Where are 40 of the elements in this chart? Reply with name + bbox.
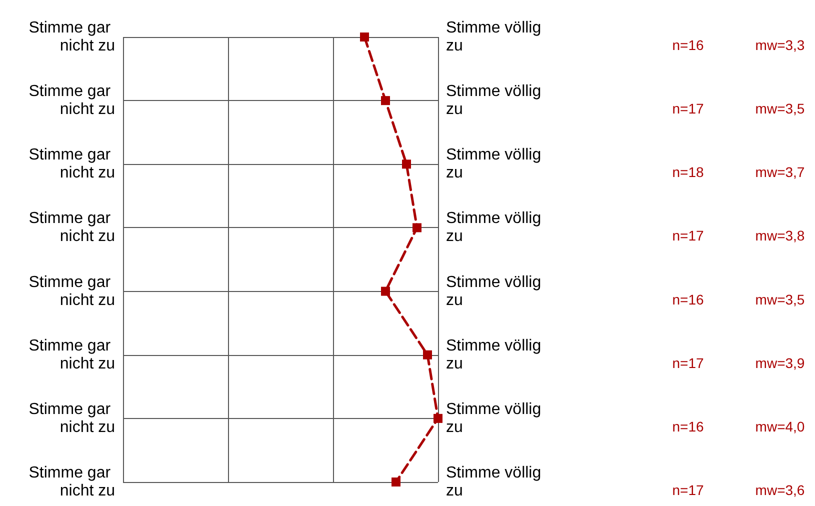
- text: n=17: [672, 100, 704, 117]
- y-tick-label: Stimme gar nicht zu: [28, 146, 115, 182]
- y2-tick-label: Stimme völlig zu: [446, 337, 546, 372]
- text: n=17: [672, 482, 704, 498]
- y-tick-label: Stimme gar nicht zu: [28, 464, 115, 500]
- text: n=16: [672, 418, 704, 434]
- point: [434, 414, 442, 423]
- data-label: mw=3,9: [755, 354, 805, 371]
- point: [381, 286, 390, 296]
- y2-tick-label: Stimme völlig zu: [446, 464, 546, 500]
- y2-tick-label: Stimme völlig zu: [446, 400, 546, 436]
- y-tick-label: Stimme gar nicht zu: [28, 20, 115, 54]
- data-label: mw=4,0: [755, 418, 805, 434]
- y-tick-label: Stimme gar nicht zu: [28, 83, 115, 118]
- data-label: mw=3,5: [755, 100, 805, 117]
- text: n=17: [672, 354, 704, 371]
- data-label: mw=3,3: [755, 37, 805, 53]
- y2-tick-label: Stimme völlig zu: [446, 210, 546, 246]
- y-tick-label: Stimme gar nicht zu: [28, 274, 115, 309]
- text: n=16: [672, 291, 704, 308]
- y-tick-label: Stimme gar nicht zu: [28, 337, 115, 372]
- y2-tick-label: Stimme völlig zu: [446, 274, 546, 309]
- point: [402, 160, 411, 169]
- text: n=17: [672, 228, 704, 244]
- y-tick-label: Stimme gar nicht zu: [28, 210, 115, 246]
- point: [412, 223, 422, 232]
- y2-tick-label: Stimme völlig zu: [446, 20, 546, 54]
- point: [392, 478, 400, 486]
- y-tick-label: Stimme gar nicht zu: [28, 400, 115, 436]
- y2-tick-label: Stimme völlig zu: [446, 83, 546, 118]
- point: [381, 96, 390, 106]
- text: n=16: [672, 37, 704, 53]
- data-label: mw=3,7: [755, 164, 805, 180]
- point: [423, 350, 432, 360]
- data-label: mw=3,5: [755, 291, 805, 308]
- data-label: mw=3,8: [755, 228, 805, 244]
- point: [360, 32, 369, 42]
- data-label: mw=3,6: [755, 482, 805, 498]
- text: n=18: [672, 164, 704, 180]
- y2-tick-label: Stimme völlig zu: [446, 146, 546, 182]
